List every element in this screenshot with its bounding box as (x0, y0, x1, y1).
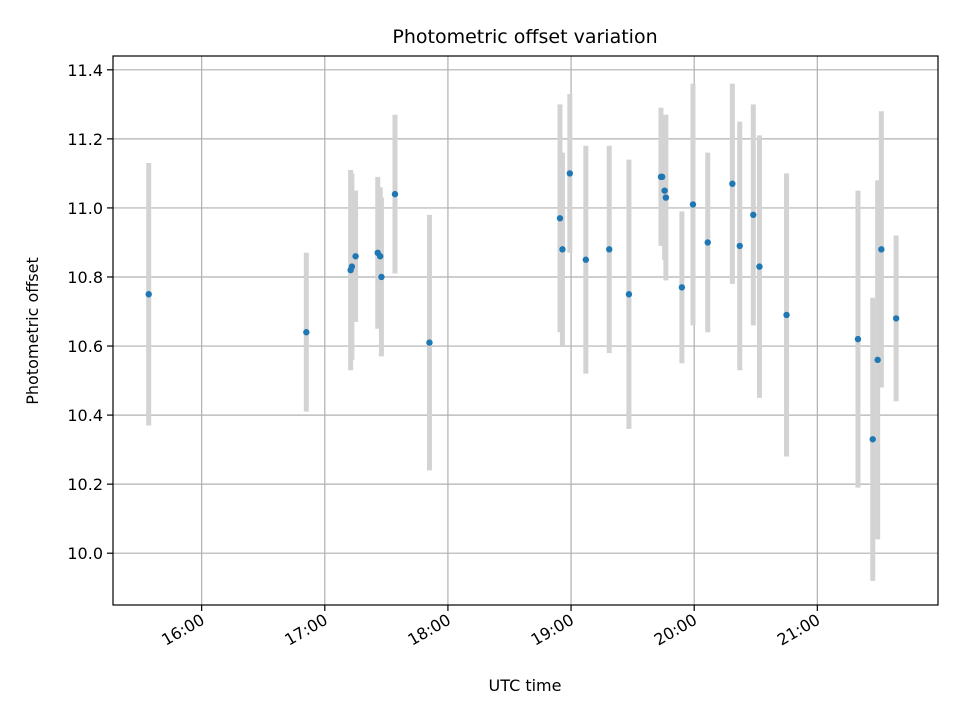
x-tick-label: 18:00 (404, 610, 453, 650)
y-tick-label: 10.4 (67, 406, 103, 425)
data-point (352, 253, 359, 260)
x-axis-label: UTC time (489, 676, 562, 695)
data-point (556, 215, 564, 222)
error-bars (146, 83, 899, 581)
x-axis: 16:00 17:00 18:00 19:00 20:00 21:00 (158, 605, 823, 650)
data-point (854, 335, 862, 343)
data-point (426, 339, 433, 346)
y-tick-label: 10.0 (67, 544, 103, 563)
data-point (874, 356, 881, 364)
data-point (559, 246, 566, 253)
y-axis: 10.0 10.2 10.4 10.6 10.8 11.0 11.2 11.4 (67, 61, 113, 563)
x-tick-label: 17:00 (281, 610, 330, 650)
data-point (892, 315, 900, 322)
data-point (145, 291, 152, 298)
data-points (145, 170, 900, 443)
data-point (378, 273, 385, 281)
data-point (625, 291, 633, 298)
y-tick-label: 10.2 (67, 475, 103, 494)
data-point (662, 194, 670, 201)
y-tick-label: 11.4 (67, 61, 103, 80)
grid (113, 56, 938, 605)
x-tick-label: 16:00 (158, 610, 207, 650)
x-tick-label: 21:00 (774, 610, 823, 650)
data-point (736, 242, 743, 250)
data-point (704, 239, 711, 246)
data-point (377, 253, 384, 260)
data-point (606, 246, 613, 253)
y-tick-label: 11.0 (67, 199, 103, 218)
data-point (661, 187, 668, 194)
y-axis-label: Photometric offset (23, 257, 42, 405)
y-tick-label: 10.8 (67, 268, 103, 287)
y-tick-label: 10.6 (67, 337, 103, 356)
data-point (878, 246, 885, 253)
data-point (869, 436, 876, 443)
data-point (582, 256, 590, 263)
chart-title: Photometric offset variation (392, 26, 657, 48)
data-point (391, 190, 399, 198)
data-point (303, 329, 310, 336)
data-point (750, 211, 757, 219)
data-point (783, 311, 790, 319)
data-point (566, 170, 574, 177)
data-point (678, 284, 686, 291)
data-point (756, 263, 763, 270)
x-tick-label: 19:00 (528, 610, 577, 650)
plot-frame (112, 55, 939, 606)
data-point (729, 180, 736, 187)
data-point (658, 173, 666, 181)
y-tick-label: 11.2 (67, 130, 103, 149)
data-point (348, 263, 356, 270)
x-tick-label: 20:00 (651, 610, 700, 650)
data-point (689, 201, 697, 208)
